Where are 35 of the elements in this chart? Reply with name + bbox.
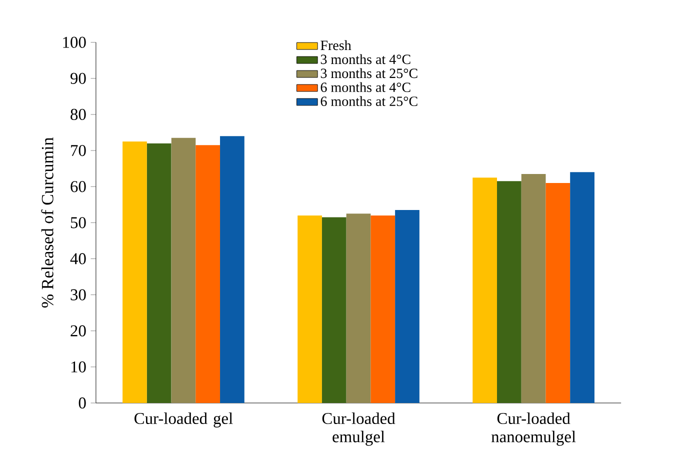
bar: [472, 178, 497, 404]
legend-label: 6 months at 25°C: [320, 96, 418, 106]
bar: [146, 143, 172, 404]
y-tick-label: 60: [70, 181, 86, 192]
legend-label: 3 months at 25°C: [320, 68, 418, 78]
y-tick-label: 50: [70, 217, 86, 228]
bar: [546, 183, 570, 404]
y-tick-label: 10: [71, 361, 86, 373]
bar: [346, 214, 371, 404]
bar: [171, 138, 196, 404]
y-tick-label: 20: [70, 325, 86, 336]
bar: [570, 172, 594, 404]
y-tick-label: 100: [63, 36, 86, 48]
legend-label: Fresh: [320, 40, 352, 50]
bar: [521, 174, 546, 404]
bar: [196, 145, 220, 404]
legend-label: 3 months at 4°C: [320, 54, 410, 64]
legend-label: 6 months at 4°C: [320, 82, 410, 92]
x-tick-label: Cur-loaded gel: [134, 412, 233, 428]
bar: [220, 136, 244, 404]
y-axis-title: % Released of Curcumin: [41, 137, 54, 308]
y-tick-label: 30: [70, 289, 86, 300]
x-tick-label: Cur-loaded nanoemulgel: [491, 412, 576, 446]
y-tick-label: 90: [70, 72, 86, 84]
bar: [122, 142, 147, 404]
y-tick-label: 40: [70, 253, 86, 264]
y-tick-label: 0: [78, 397, 86, 409]
bar: [298, 216, 322, 404]
bar: [322, 217, 346, 404]
y-tick-label: 70: [71, 145, 86, 156]
bar: [395, 210, 420, 404]
bar: [370, 216, 396, 404]
y-tick-label: 80: [70, 108, 86, 120]
bar: [496, 181, 522, 404]
x-tick-label: Cur-loaded emulgel: [322, 412, 396, 446]
